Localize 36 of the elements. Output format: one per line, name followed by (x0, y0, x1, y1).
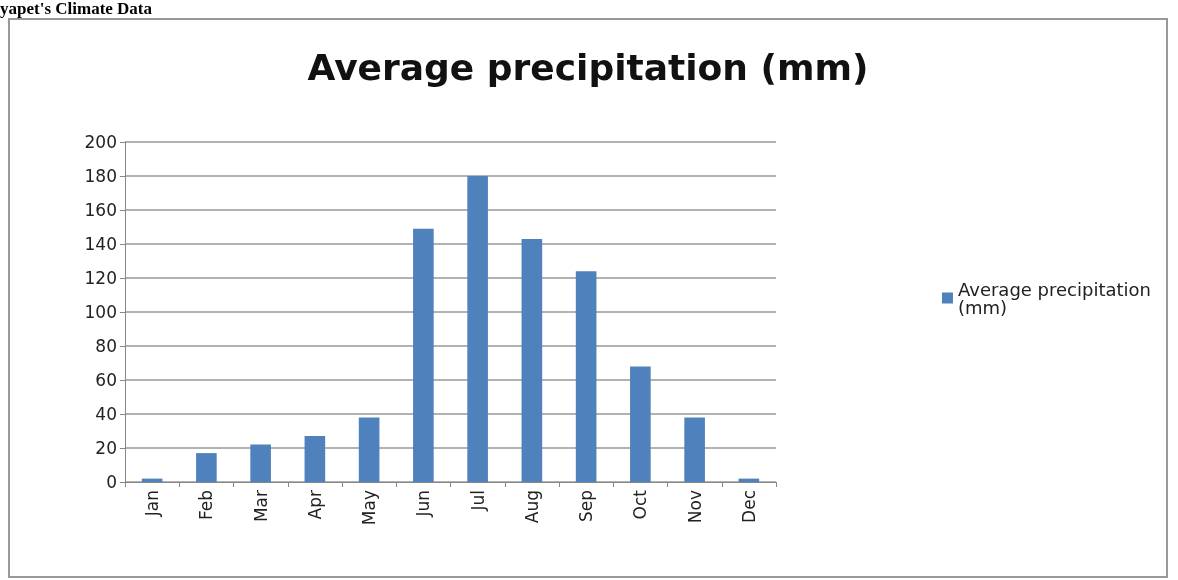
chart-title: Average precipitation (mm) (307, 46, 869, 88)
x-tick-label: Aug (521, 490, 542, 524)
bar (575, 271, 597, 482)
y-tick-label: 100 (84, 302, 117, 322)
y-tick-label: 20 (95, 438, 117, 458)
y-tick-label: 200 (84, 132, 117, 152)
y-tick-label: 0 (106, 472, 117, 492)
bar (684, 417, 705, 482)
bar (413, 228, 434, 482)
x-tick-label: Nov (684, 490, 705, 524)
x-tick-label: May (359, 490, 380, 526)
x-tick-label: Mar (250, 489, 271, 523)
x-tick-label: Sep (576, 490, 597, 523)
bar (304, 436, 326, 482)
x-tick-label: Feb (196, 490, 217, 521)
bar (521, 238, 543, 482)
x-tick-label: Jun (413, 490, 434, 518)
y-tick-label: 40 (95, 404, 117, 424)
bar (250, 444, 271, 482)
y-tick-label: 60 (95, 370, 117, 390)
y-tick-label: 120 (84, 268, 117, 288)
y-tick-label: 180 (84, 166, 117, 186)
x-tick-label: Apr (304, 490, 325, 520)
y-tick-label: 140 (84, 234, 117, 254)
bar (358, 417, 380, 482)
y-tick-label: 160 (84, 200, 117, 220)
bar (196, 453, 217, 482)
x-tick-label: Jan (142, 490, 163, 518)
y-tick-label: 80 (95, 336, 117, 356)
text: yapet's Climate Data (0, 0, 153, 18)
bar (467, 176, 488, 482)
legend-label: Average precipitation (mm) (957, 278, 1152, 318)
bar (630, 366, 651, 482)
x-tick-label: Oct (630, 489, 651, 520)
x-tick-label: Dec (738, 490, 759, 523)
x-tick-label: Jul (467, 490, 488, 512)
